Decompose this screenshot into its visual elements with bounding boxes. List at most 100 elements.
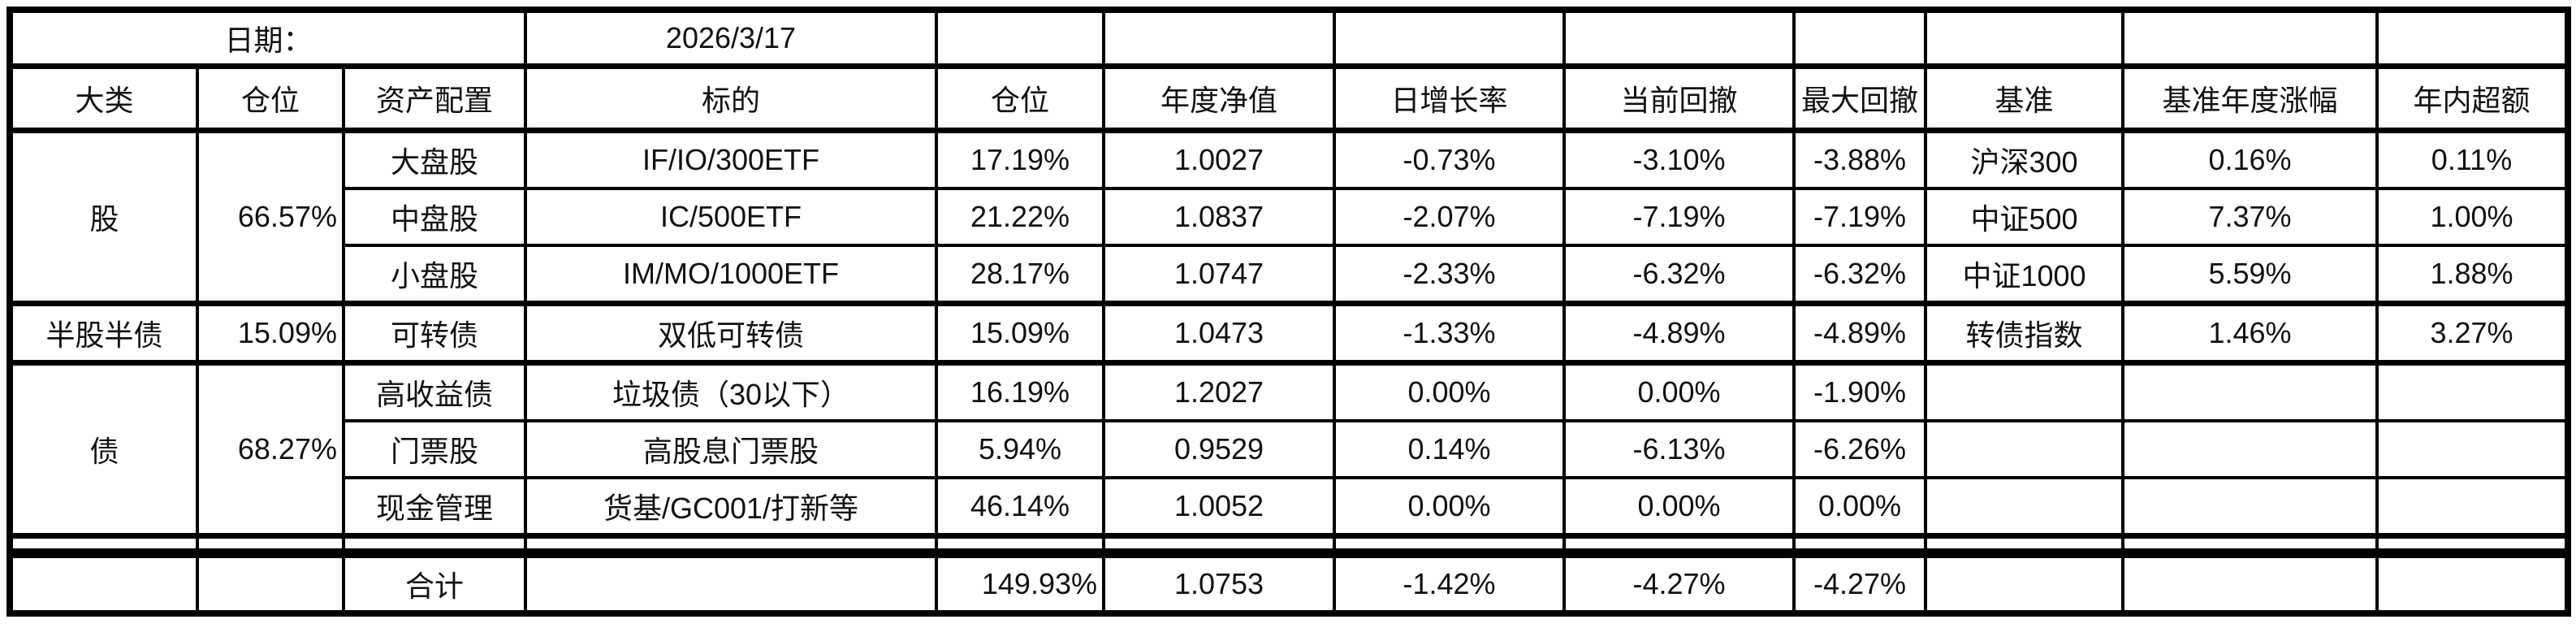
empty-cell bbox=[10, 533, 199, 558]
header-cell: 大类 bbox=[10, 63, 199, 133]
total-max-drawdown-cell: -4.27% bbox=[1792, 552, 1927, 613]
nav-cell: 1.0027 bbox=[1102, 128, 1336, 190]
benchmark-return-cell: 0.16% bbox=[2121, 128, 2379, 190]
empty-cell bbox=[196, 552, 345, 613]
portfolio-table-wrapper: 日期： 2026/3/17 大类 仓位 资产配置 标的 仓位 年度净值 日增长率… bbox=[6, 6, 2571, 617]
total-daily-change-cell: -1.42% bbox=[1333, 552, 1566, 613]
daily-change-cell: 0.00% bbox=[1333, 476, 1566, 538]
benchmark-cell: 中证500 bbox=[1924, 187, 2124, 247]
benchmark-cell bbox=[1924, 476, 2124, 538]
empty-cell bbox=[2121, 552, 2379, 613]
portfolio-table: 日期： 2026/3/17 大类 仓位 资产配置 标的 仓位 年度净值 日增长率… bbox=[10, 10, 2568, 613]
category-weight-cell: 66.57% bbox=[196, 128, 345, 305]
total-nav-cell: 1.0753 bbox=[1102, 552, 1336, 613]
header-cell: 仓位 bbox=[196, 63, 345, 133]
benchmark-cell: 沪深300 bbox=[1924, 128, 2124, 190]
empty-cell bbox=[1924, 533, 2124, 558]
benchmark-return-cell: 1.46% bbox=[2121, 301, 2379, 365]
benchmark-return-cell bbox=[2121, 476, 2379, 538]
empty-cell bbox=[2375, 533, 2568, 558]
weight-cell: 17.19% bbox=[935, 128, 1105, 190]
empty-cell bbox=[935, 533, 1105, 558]
category-cell: 债 bbox=[10, 360, 199, 538]
benchmark-return-cell: 5.59% bbox=[2121, 244, 2379, 305]
weight-cell: 16.19% bbox=[935, 360, 1105, 422]
target-cell: 货基/GC001/打新等 bbox=[524, 476, 938, 538]
benchmark-return-cell: 7.37% bbox=[2121, 187, 2379, 247]
target-cell: 高股息门票股 bbox=[524, 419, 938, 479]
header-cell: 年度净值 bbox=[1102, 63, 1336, 133]
table-row: 半股半债 15.09% 可转债 双低可转债 15.09% 1.0473 -1.33% -4.8… bbox=[10, 301, 2568, 365]
table-row: 现金管理 货基/GC001/打新等 46.14% 1.0052 0.00% 0.00% 0.… bbox=[11, 476, 2568, 538]
weight-cell: 28.17% bbox=[935, 244, 1105, 305]
empty-cell bbox=[1102, 533, 1336, 558]
weight-cell: 5.94% bbox=[935, 419, 1105, 479]
daily-change-cell: 0.00% bbox=[1333, 360, 1566, 422]
target-cell: IF/IO/300ETF bbox=[524, 128, 938, 190]
current-drawdown-cell: 0.00% bbox=[1562, 360, 1796, 422]
header-cell: 当前回撤 bbox=[1562, 63, 1796, 133]
daily-change-cell: -2.33% bbox=[1333, 244, 1566, 305]
current-drawdown-cell: -6.13% bbox=[1562, 419, 1796, 479]
empty-cell bbox=[1562, 533, 1796, 558]
asset-cell: 门票股 bbox=[342, 419, 527, 479]
current-drawdown-cell: 0.00% bbox=[1562, 476, 1796, 538]
category-cell: 半股半债 bbox=[10, 301, 199, 365]
max-drawdown-cell: -4.89% bbox=[1792, 301, 1927, 365]
asset-cell: 大盘股 bbox=[342, 128, 527, 190]
asset-cell: 小盘股 bbox=[342, 244, 527, 305]
benchmark-cell: 转债指数 bbox=[1924, 301, 2124, 365]
header-cell: 日增长率 bbox=[1333, 63, 1566, 133]
total-label: 合计 bbox=[342, 552, 527, 613]
header-cell: 基准 bbox=[1924, 63, 2124, 133]
asset-cell: 中盘股 bbox=[342, 187, 527, 247]
spacer-row bbox=[10, 533, 2568, 558]
current-drawdown-cell: -7.19% bbox=[1562, 187, 1796, 247]
excess-return-cell bbox=[2375, 419, 2568, 479]
empty-cell bbox=[524, 533, 938, 558]
excess-return-cell: 1.00% bbox=[2375, 187, 2568, 247]
header-cell: 基准年度涨幅 bbox=[2121, 63, 2379, 133]
header-cell: 标的 bbox=[524, 63, 938, 133]
empty-cell bbox=[342, 533, 527, 558]
current-drawdown-cell: -6.32% bbox=[1562, 244, 1796, 305]
excess-return-cell: 0.11% bbox=[2375, 128, 2568, 190]
nav-cell: 0.9529 bbox=[1102, 419, 1336, 479]
excess-return-cell bbox=[2375, 476, 2568, 538]
current-drawdown-cell: -3.10% bbox=[1562, 128, 1796, 190]
header-row: 大类 仓位 资产配置 标的 仓位 年度净值 日增长率 当前回撤 最大回撤 基准 … bbox=[10, 63, 2568, 133]
table-row: 股 66.57% 大盘股 IF/IO/300ETF 17.19% 1.0027 -0.73%… bbox=[10, 128, 2568, 305]
asset-cell: 现金管理 bbox=[342, 476, 527, 538]
weight-cell: 15.09% bbox=[935, 301, 1105, 365]
nav-cell: 1.0747 bbox=[1102, 244, 1336, 305]
max-drawdown-cell: -1.90% bbox=[1792, 360, 1927, 422]
asset-cell: 高收益债 bbox=[342, 360, 527, 422]
weight-cell: 46.14% bbox=[935, 476, 1105, 538]
table-row: 小盘股 IM/MO/1000ETF 28.17% 1.0747 -2.33% -6.32%… bbox=[11, 244, 2568, 305]
empty-cell bbox=[10, 552, 199, 613]
nav-cell: 1.2027 bbox=[1102, 360, 1336, 422]
total-current-drawdown-cell: -4.27% bbox=[1562, 552, 1796, 613]
daily-change-cell: -2.07% bbox=[1333, 187, 1566, 247]
max-drawdown-cell: -3.88% bbox=[1792, 128, 1927, 190]
empty-cell bbox=[1333, 533, 1566, 558]
total-weight-cell: 149.93% bbox=[935, 552, 1105, 613]
category-weight-cell: 68.27% bbox=[196, 360, 345, 538]
empty-cell bbox=[1792, 533, 1927, 558]
asset-cell: 可转债 bbox=[342, 301, 527, 365]
benchmark-cell bbox=[1924, 419, 2124, 479]
header-cell: 仓位 bbox=[935, 63, 1105, 133]
target-cell: 双低可转债 bbox=[524, 301, 938, 365]
category-cell: 股 bbox=[10, 128, 199, 305]
benchmark-return-cell bbox=[2121, 419, 2379, 479]
table-row: 中盘股 IC/500ETF 21.22% 1.0837 -2.07% -7.19% -7.1… bbox=[11, 187, 2568, 247]
max-drawdown-cell: -6.32% bbox=[1792, 244, 1927, 305]
excess-return-cell bbox=[2375, 360, 2568, 422]
date-value: 2026/3/17 bbox=[524, 10, 938, 68]
header-cell: 资产配置 bbox=[342, 63, 527, 133]
max-drawdown-cell: 0.00% bbox=[1792, 476, 1927, 538]
nav-cell: 1.0052 bbox=[1102, 476, 1336, 538]
target-cell: IM/MO/1000ETF bbox=[524, 244, 938, 305]
weight-cell: 21.22% bbox=[935, 187, 1105, 247]
excess-return-cell: 1.88% bbox=[2375, 244, 2568, 305]
